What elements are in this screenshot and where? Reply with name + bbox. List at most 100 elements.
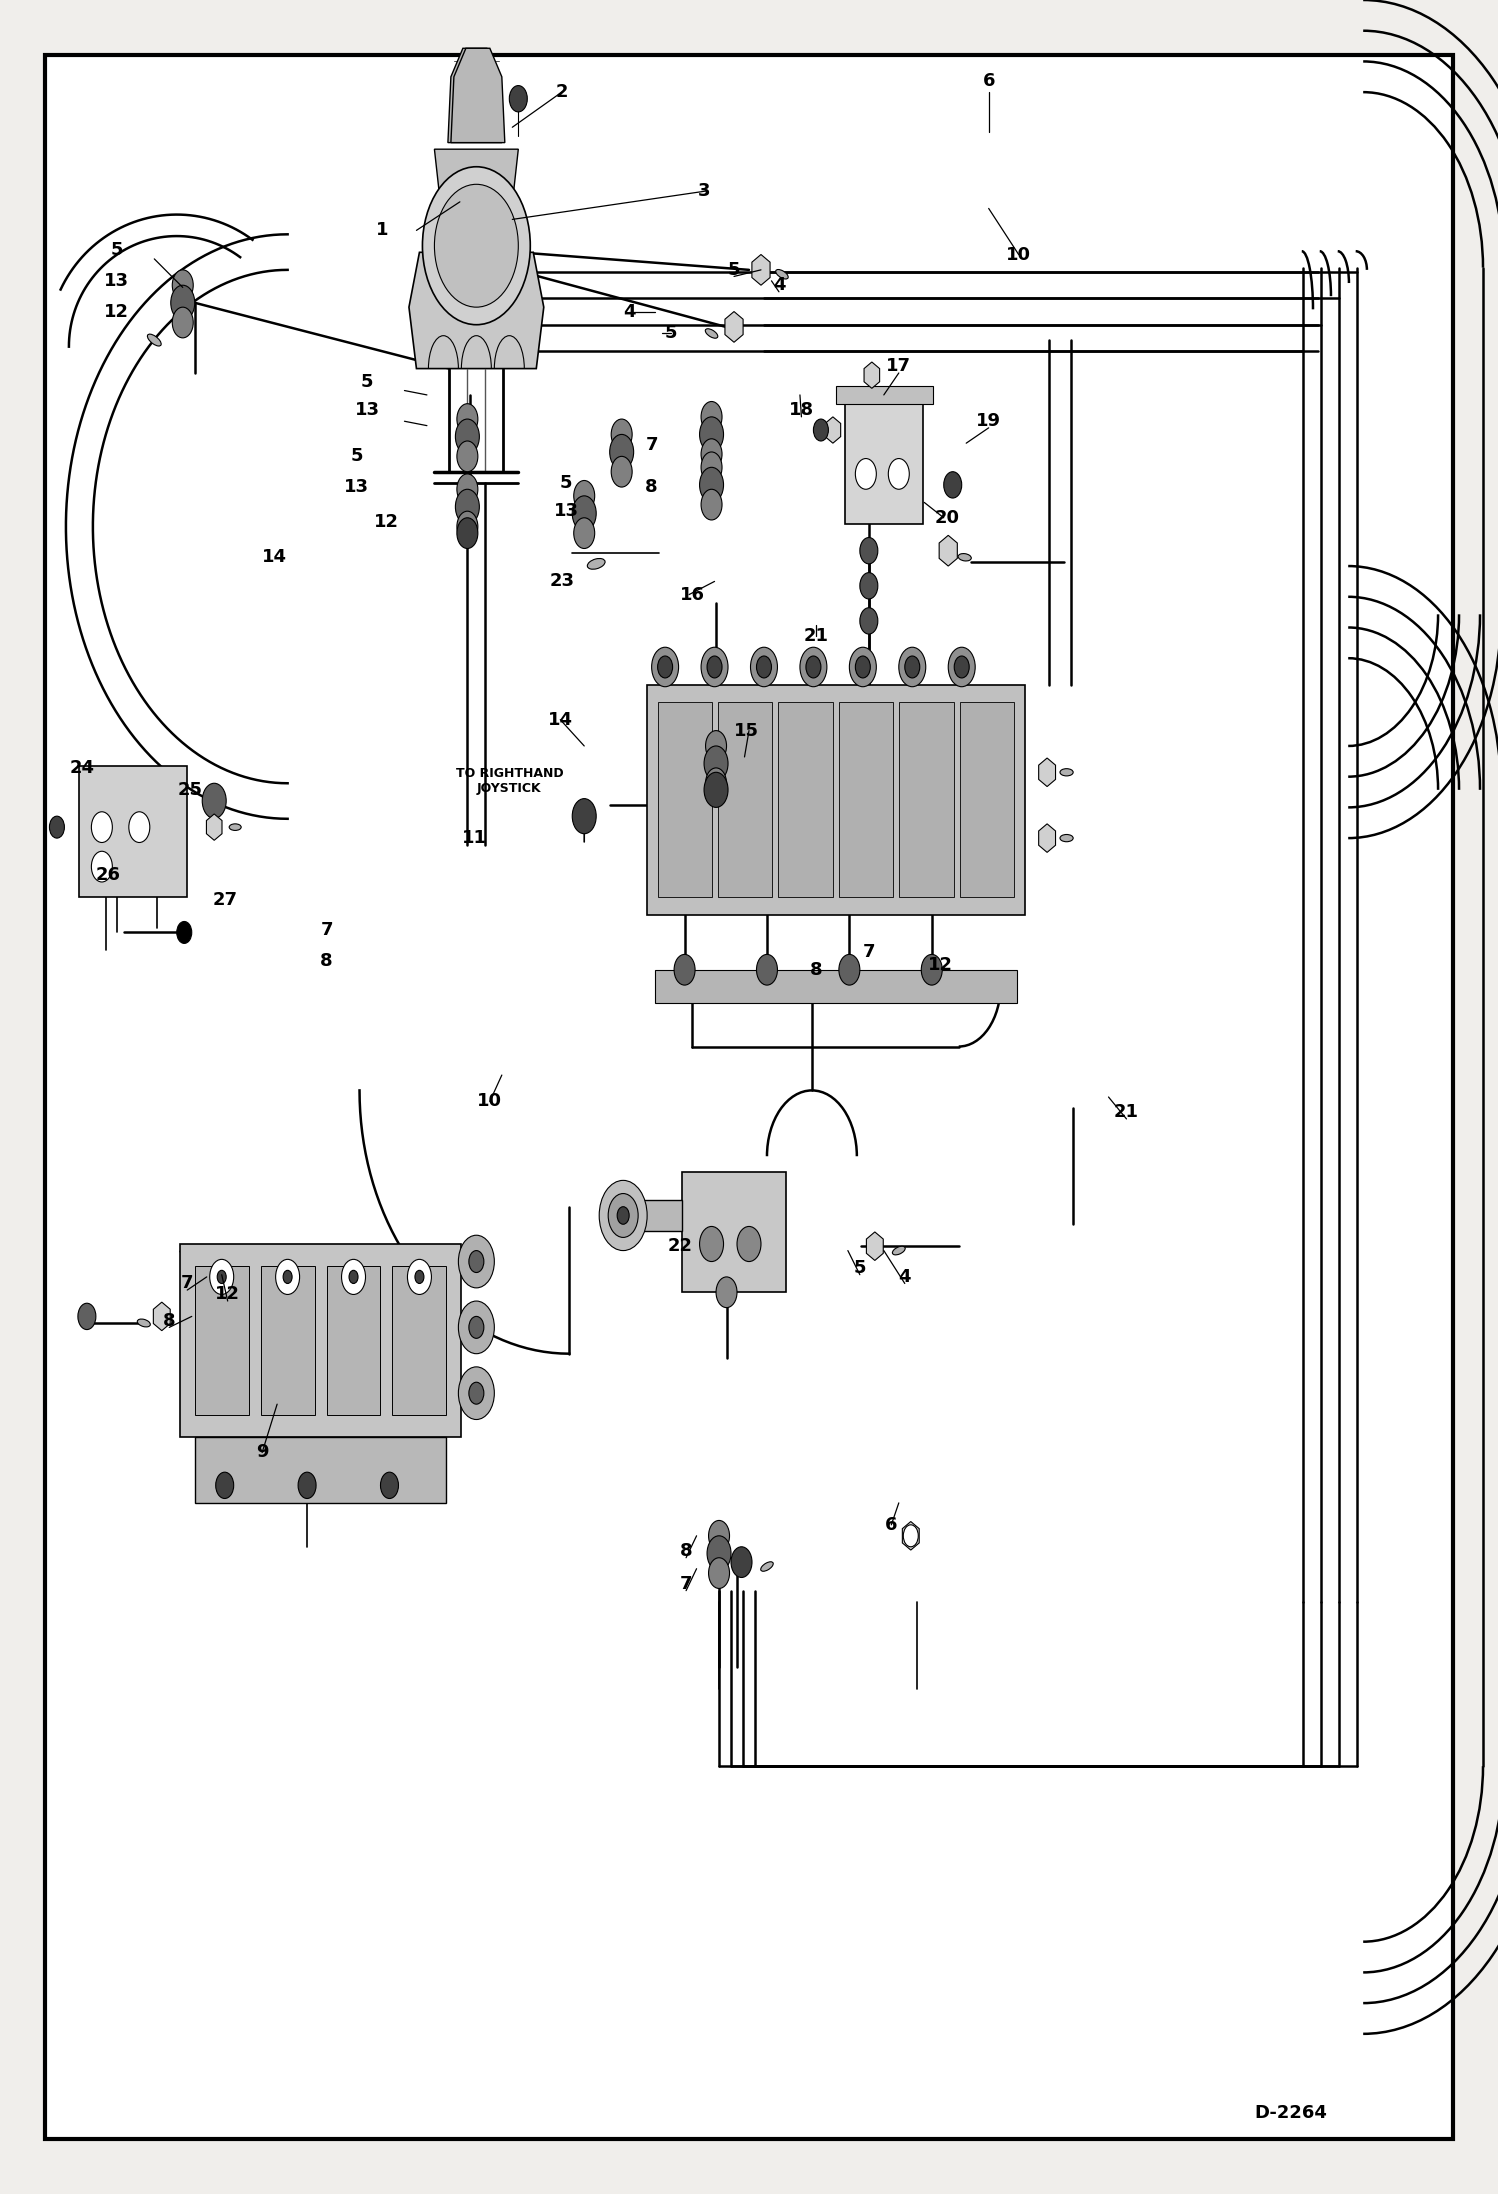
Ellipse shape (1061, 768, 1073, 777)
Text: 26: 26 (96, 867, 120, 884)
Text: 13: 13 (355, 402, 379, 419)
Ellipse shape (959, 553, 971, 562)
Text: 21: 21 (804, 627, 828, 645)
Circle shape (457, 441, 478, 472)
Circle shape (457, 511, 478, 542)
Circle shape (899, 647, 926, 687)
Circle shape (458, 1367, 494, 1420)
Circle shape (469, 1251, 484, 1273)
Text: 13: 13 (345, 478, 369, 496)
Circle shape (457, 474, 478, 505)
Polygon shape (825, 417, 840, 443)
Circle shape (674, 954, 695, 985)
Circle shape (608, 1194, 638, 1237)
Text: 4: 4 (773, 276, 785, 294)
Circle shape (921, 954, 942, 985)
Bar (899, 702, 954, 897)
Circle shape (617, 1207, 629, 1224)
Circle shape (172, 307, 193, 338)
Bar (79, 766, 187, 897)
Text: 16: 16 (680, 586, 704, 603)
Circle shape (202, 783, 226, 818)
Circle shape (701, 489, 722, 520)
Circle shape (903, 1525, 918, 1547)
Text: 8: 8 (163, 1312, 175, 1330)
Text: 8: 8 (680, 1542, 692, 1560)
Polygon shape (632, 1200, 682, 1231)
Circle shape (458, 1235, 494, 1288)
Circle shape (611, 456, 632, 487)
Polygon shape (864, 362, 879, 388)
Text: 13: 13 (105, 272, 129, 290)
Polygon shape (1038, 825, 1056, 851)
Text: 7: 7 (321, 921, 333, 939)
Circle shape (750, 647, 777, 687)
Bar (836, 386, 933, 404)
Text: 4: 4 (623, 303, 635, 320)
Circle shape (800, 647, 827, 687)
Ellipse shape (138, 1319, 150, 1327)
Circle shape (706, 768, 727, 799)
Circle shape (342, 1259, 366, 1294)
Circle shape (860, 608, 878, 634)
Text: 21: 21 (1115, 1104, 1138, 1121)
Circle shape (737, 1226, 761, 1262)
Circle shape (349, 1270, 358, 1283)
Polygon shape (451, 48, 505, 143)
Circle shape (707, 656, 722, 678)
Circle shape (380, 1472, 398, 1499)
Text: 15: 15 (734, 722, 758, 739)
Text: 7: 7 (181, 1275, 193, 1292)
Ellipse shape (229, 823, 241, 829)
Text: 12: 12 (216, 1286, 240, 1303)
Text: 10: 10 (1007, 246, 1031, 263)
Circle shape (509, 86, 527, 112)
Circle shape (283, 1270, 292, 1283)
Circle shape (469, 1316, 484, 1338)
Bar (392, 1266, 446, 1415)
Polygon shape (752, 255, 770, 285)
Circle shape (716, 1277, 737, 1308)
Circle shape (177, 921, 192, 943)
Ellipse shape (1061, 834, 1073, 842)
Text: 5: 5 (361, 373, 373, 391)
Circle shape (706, 731, 727, 761)
Text: 6: 6 (983, 72, 995, 90)
Circle shape (171, 285, 195, 320)
Circle shape (422, 167, 530, 325)
Circle shape (91, 851, 112, 882)
Text: 1: 1 (376, 222, 388, 239)
Circle shape (905, 656, 920, 678)
Text: 5: 5 (560, 474, 572, 491)
Circle shape (756, 954, 777, 985)
Circle shape (839, 954, 860, 985)
Text: 22: 22 (668, 1237, 692, 1255)
Text: 7: 7 (646, 437, 658, 454)
Bar (682, 1172, 786, 1292)
Text: 14: 14 (548, 711, 572, 728)
Circle shape (276, 1259, 300, 1294)
Text: 27: 27 (213, 891, 237, 908)
Bar (960, 702, 1014, 897)
Text: 19: 19 (977, 412, 1001, 430)
Bar (195, 1266, 249, 1415)
Circle shape (954, 656, 969, 678)
Text: 7: 7 (863, 943, 875, 961)
Bar (655, 970, 1017, 1003)
Circle shape (216, 1472, 234, 1499)
Bar (195, 1437, 446, 1503)
Bar (647, 685, 1025, 915)
Text: 5: 5 (351, 448, 363, 465)
Circle shape (415, 1270, 424, 1283)
Circle shape (574, 480, 595, 511)
Circle shape (129, 812, 150, 842)
Polygon shape (902, 1523, 920, 1549)
Text: 12: 12 (374, 513, 398, 531)
Circle shape (298, 1472, 316, 1499)
Circle shape (457, 404, 478, 434)
Polygon shape (725, 312, 743, 342)
Circle shape (701, 452, 722, 483)
Circle shape (78, 1303, 96, 1330)
Text: 8: 8 (321, 952, 333, 970)
Circle shape (652, 647, 679, 687)
